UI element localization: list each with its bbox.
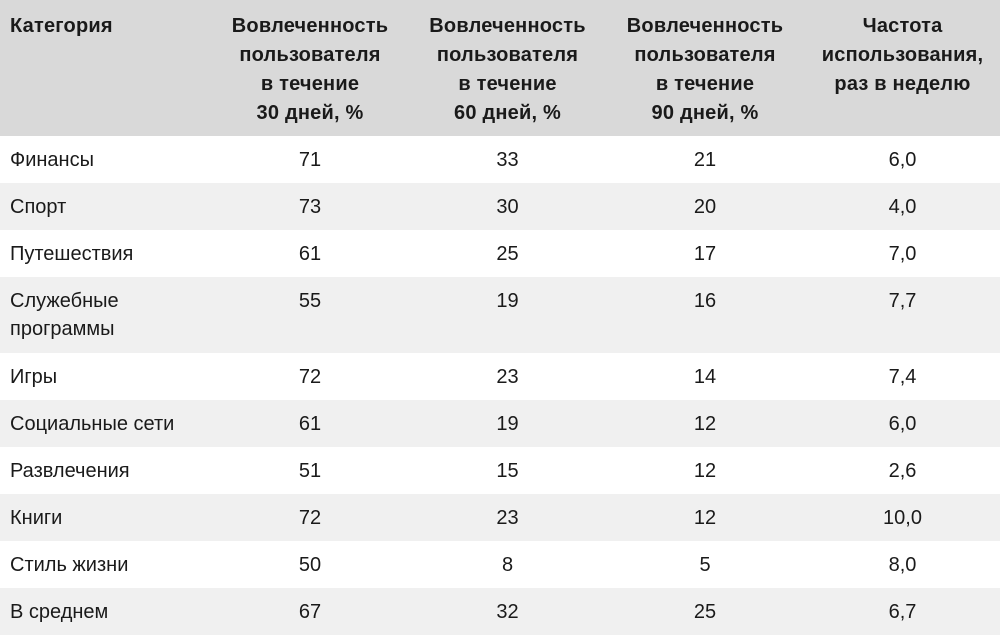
table-row: Развлечения 51 15 12 2,6: [0, 447, 1000, 494]
category-line: Игры: [10, 366, 58, 388]
cell-frequency: 10,0: [883, 507, 922, 529]
cell-engagement-60: 33: [496, 149, 519, 171]
header-row: Категория Вовлеченность пользователя в т…: [0, 0, 1000, 136]
cell-category: Игры: [0, 353, 210, 400]
header-line: 60 дней, %: [454, 102, 561, 124]
cell-frequency: 6,0: [888, 413, 917, 435]
cell-frequency: 7,7: [888, 290, 917, 312]
header-line: пользователя: [239, 44, 381, 66]
category-line: Финансы: [10, 149, 94, 171]
header-engagement-60: Вовлеченность пользователя в течение 60 …: [410, 0, 605, 136]
header-line: 30 дней, %: [256, 102, 364, 124]
cell-frequency: 2,6: [888, 460, 917, 482]
cell-category: Стиль жизни: [0, 541, 210, 588]
header-frequency: Частота использования, раз в неделю: [805, 0, 1000, 136]
table-row: Служебные программы 55 19 16 7,7: [0, 277, 1000, 353]
cell-engagement-30: 61: [298, 243, 322, 265]
category-line: Служебные: [10, 290, 119, 312]
header-line: раз в неделю: [834, 73, 971, 95]
header-engagement-30: Вовлеченность пользователя в течение 30 …: [210, 0, 410, 136]
header-line: в течение: [655, 73, 755, 95]
table-row: Спорт 73 30 20 4,0: [0, 183, 1000, 230]
header-line: пользователя: [634, 44, 776, 66]
cell-engagement-30: 50: [298, 554, 322, 576]
cell-engagement-90: 21: [693, 149, 717, 171]
cell-category: В среднем: [0, 588, 210, 635]
cell-engagement-90: 12: [693, 460, 717, 482]
cell-engagement-60: 23: [496, 366, 519, 388]
cell-frequency: 6,7: [888, 601, 917, 623]
cell-frequency: 4,0: [888, 196, 917, 218]
category-line: Развлечения: [10, 460, 130, 482]
header-line: в течение: [458, 73, 557, 95]
cell-engagement-90: 12: [693, 413, 717, 435]
cell-engagement-90: 20: [693, 196, 717, 218]
cell-engagement-60: 19: [496, 290, 519, 312]
cell-engagement-30: 55: [298, 290, 322, 312]
cell-engagement-30: 72: [298, 366, 322, 388]
cell-engagement-90: 12: [693, 507, 717, 529]
table-row: Книги 72 23 12 10,0: [0, 494, 1000, 541]
table-header: Категория Вовлеченность пользователя в т…: [0, 0, 1000, 136]
cell-engagement-90: 25: [693, 601, 717, 623]
table-row: Путешествия 61 25 17 7,0: [0, 230, 1000, 277]
cell-engagement-60: 32: [496, 601, 519, 623]
category-line: Стиль жизни: [10, 554, 129, 576]
cell-engagement-60: 19: [496, 413, 519, 435]
cell-engagement-30: 72: [298, 507, 322, 529]
cell-category: Служебные программы: [0, 277, 210, 353]
cell-category: Финансы: [0, 136, 210, 183]
cell-engagement-60: 23: [496, 507, 519, 529]
header-line: пользователя: [436, 44, 579, 66]
header-line: Вовлеченность: [231, 15, 389, 37]
header-category: Категория: [0, 0, 210, 136]
cell-engagement-60: 8: [501, 554, 514, 576]
cell-frequency: 6,0: [888, 149, 917, 171]
category-line: Путешествия: [10, 243, 134, 265]
header-line: Вовлеченность: [429, 15, 586, 37]
category-line: Спорт: [10, 196, 67, 218]
cell-engagement-30: 51: [298, 460, 322, 482]
cell-engagement-60: 15: [496, 460, 519, 482]
cell-category: Развлечения: [0, 447, 210, 494]
table-row: Финансы 71 33 21 6,0: [0, 136, 1000, 183]
cell-category: Социальные сети: [0, 400, 210, 447]
cell-engagement-90: 5: [699, 554, 711, 576]
cell-engagement-90: 16: [693, 290, 717, 312]
header-line: использования,: [821, 44, 984, 66]
table-row: Игры 72 23 14 7,4: [0, 353, 1000, 400]
cell-category: Книги: [0, 494, 210, 541]
cell-frequency: 8,0: [888, 554, 917, 576]
table-row: Социальные сети 61 19 12 6,0: [0, 400, 1000, 447]
category-line: В среднем: [10, 601, 109, 623]
cell-category: Спорт: [0, 183, 210, 230]
cell-engagement-60: 30: [496, 196, 519, 218]
category-line: Социальные сети: [10, 413, 175, 435]
cell-frequency: 7,4: [888, 366, 917, 388]
cell-engagement-30: 73: [298, 196, 322, 218]
cell-engagement-90: 14: [693, 366, 717, 388]
header-line: Вовлеченность: [626, 15, 784, 37]
header-line: Частота: [862, 15, 943, 37]
header-line: Категория: [10, 15, 113, 37]
header-engagement-90: Вовлеченность пользователя в течение 90 …: [605, 0, 805, 136]
cell-engagement-30: 61: [298, 413, 322, 435]
cell-engagement-30: 67: [298, 601, 322, 623]
table-row: Стиль жизни 50 8 5 8,0: [0, 541, 1000, 588]
table-row-average: В среднем 67 32 25 6,7: [0, 588, 1000, 635]
header-line: 90 дней, %: [651, 102, 759, 124]
cell-category: Путешествия: [0, 230, 210, 277]
category-line: Книги: [10, 507, 63, 529]
cell-engagement-60: 25: [496, 243, 519, 265]
header-line: в течение: [260, 73, 360, 95]
category-line: программы: [10, 318, 115, 340]
cell-engagement-90: 17: [693, 243, 717, 265]
cell-frequency: 7,0: [888, 243, 917, 265]
cell-engagement-30: 71: [298, 149, 322, 171]
table-body: Финансы 71 33 21 6,0 Спорт 73 30 20 4,0 …: [0, 136, 1000, 635]
